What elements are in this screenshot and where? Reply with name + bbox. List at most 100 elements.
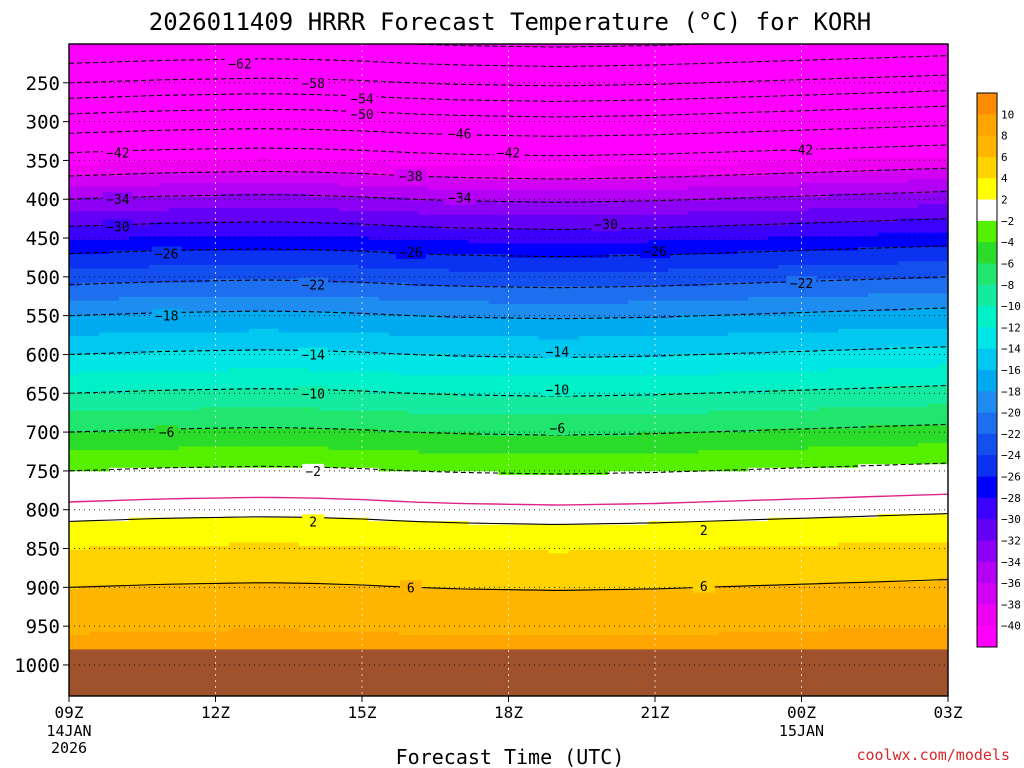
temperature-cell [318,150,330,155]
temperature-cell [108,385,120,391]
temperature-cell [128,293,140,298]
temperature-cell [108,457,120,462]
temperature-cell [178,307,190,312]
temperature-cell [338,560,350,565]
temperature-cell [208,350,220,355]
temperature-cell [78,143,90,148]
temperature-cell [118,61,130,66]
temperature-cell [78,186,90,191]
temperature-cell [238,628,250,633]
temperature-cell [308,104,320,109]
temperature-cell [88,596,100,601]
temperature-cell [98,539,110,544]
temperature-cell [158,140,170,145]
temperature-cell [98,328,110,334]
temperature-cell [218,68,230,74]
temperature-cell [228,474,240,480]
temperature-cell [298,428,310,433]
temperature-cell [328,364,340,369]
temperature-cell [258,182,270,188]
temperature-cell [128,68,140,74]
temperature-cell [118,645,130,651]
temperature-cell [168,524,180,529]
temperature-cell [88,314,100,319]
temperature-cell [348,357,360,362]
temperature-cell [298,104,310,109]
temperature-cell [268,407,280,412]
temperature-cell [78,542,90,547]
temperature-cell [238,268,250,273]
temperature-cell [218,104,230,109]
temperature-cell [98,179,110,184]
temperature-cell [218,58,230,63]
temperature-cell [118,343,130,348]
temperature-cell [308,435,320,440]
temperature-cell [208,403,220,408]
temperature-cell [248,549,260,554]
temperature-cell [158,499,170,505]
temperature-cell [98,524,110,529]
temperature-cell [298,510,310,515]
temperature-cell [328,261,340,266]
temperature-cell [198,610,210,615]
temperature-cell [208,318,220,323]
temperature-cell [288,118,300,123]
temperature-cell [218,239,230,245]
temperature-cell [308,460,320,465]
temperature-cell [198,218,210,223]
temperature-cell [208,539,220,544]
temperature-cell [298,617,310,622]
temperature-cell [98,182,110,188]
temperature-cell [338,76,350,81]
temperature-cell [358,129,370,134]
temperature-cell [268,482,280,487]
temperature-cell [188,54,200,59]
temperature-cell [98,510,110,515]
temperature-cell [128,428,140,433]
temperature-cell [108,353,120,358]
temperature-cell [88,642,100,647]
temperature-cell [108,407,120,412]
temperature-cell [188,417,200,423]
temperature-cell [268,603,280,608]
temperature-cell [318,243,330,248]
temperature-cell [138,617,150,622]
temperature-cell [288,318,300,323]
temperature-cell [218,464,230,469]
temperature-cell [148,279,160,284]
temperature-cell [298,596,310,601]
temperature-cell [228,165,240,170]
temperature-cell [88,218,100,223]
temperature-cell [228,83,240,88]
temperature-cell [198,360,210,366]
temperature-cell [338,421,350,426]
temperature-cell [318,318,330,323]
temperature-cell [178,556,190,561]
temperature-cell [288,204,300,209]
temperature-cell [128,318,140,323]
temperature-cell [328,168,340,173]
temperature-cell [218,115,230,120]
temperature-cell [218,521,230,526]
temperature-cell [358,232,370,237]
temperature-cell [118,232,130,237]
temperature-cell [158,51,170,56]
temperature-cell [228,428,240,433]
temperature-cell [288,425,300,430]
temperature-cell [78,58,90,63]
temperature-cell [69,51,80,56]
temperature-cell [208,503,220,508]
temperature-cell [258,549,270,554]
temperature-cell [168,268,180,273]
temperature-cell [208,47,220,52]
temperature-cell [148,613,160,618]
temperature-cell [258,581,270,586]
temperature-cell [278,353,290,358]
temperature-cell [248,296,260,302]
temperature-cell [78,72,90,77]
temperature-cell [348,193,360,198]
temperature-cell [69,389,80,394]
temperature-cell [248,535,260,540]
temperature-cell [268,271,280,277]
temperature-cell [168,457,180,462]
